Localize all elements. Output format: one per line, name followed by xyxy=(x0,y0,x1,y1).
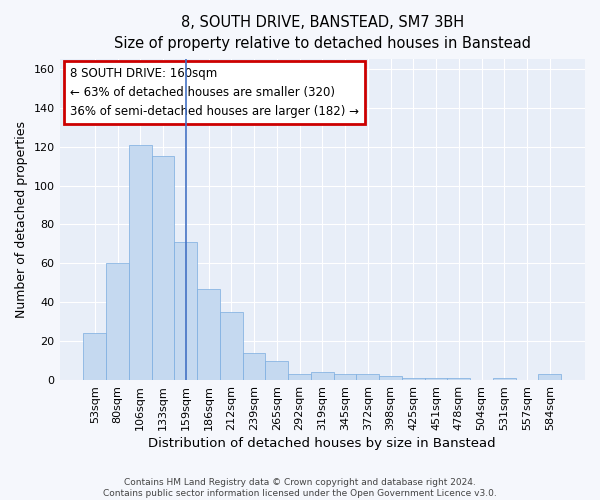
Bar xyxy=(493,378,515,380)
Bar xyxy=(197,288,220,380)
Bar xyxy=(83,334,106,380)
Y-axis label: Number of detached properties: Number of detached properties xyxy=(15,121,28,318)
Bar xyxy=(334,374,356,380)
Bar xyxy=(288,374,311,380)
Bar xyxy=(538,374,561,380)
Bar xyxy=(448,378,470,380)
X-axis label: Distribution of detached houses by size in Banstead: Distribution of detached houses by size … xyxy=(148,437,496,450)
Bar xyxy=(402,378,425,380)
Bar xyxy=(379,376,402,380)
Bar xyxy=(175,242,197,380)
Text: Contains HM Land Registry data © Crown copyright and database right 2024.
Contai: Contains HM Land Registry data © Crown c… xyxy=(103,478,497,498)
Bar xyxy=(356,374,379,380)
Bar xyxy=(152,156,175,380)
Title: 8, SOUTH DRIVE, BANSTEAD, SM7 3BH
Size of property relative to detached houses i: 8, SOUTH DRIVE, BANSTEAD, SM7 3BH Size o… xyxy=(114,15,531,51)
Bar xyxy=(242,353,265,380)
Bar xyxy=(129,144,152,380)
Text: 8 SOUTH DRIVE: 160sqm
← 63% of detached houses are smaller (320)
36% of semi-det: 8 SOUTH DRIVE: 160sqm ← 63% of detached … xyxy=(70,67,359,118)
Bar xyxy=(425,378,448,380)
Bar xyxy=(106,264,129,380)
Bar xyxy=(265,360,288,380)
Bar xyxy=(220,312,242,380)
Bar xyxy=(311,372,334,380)
